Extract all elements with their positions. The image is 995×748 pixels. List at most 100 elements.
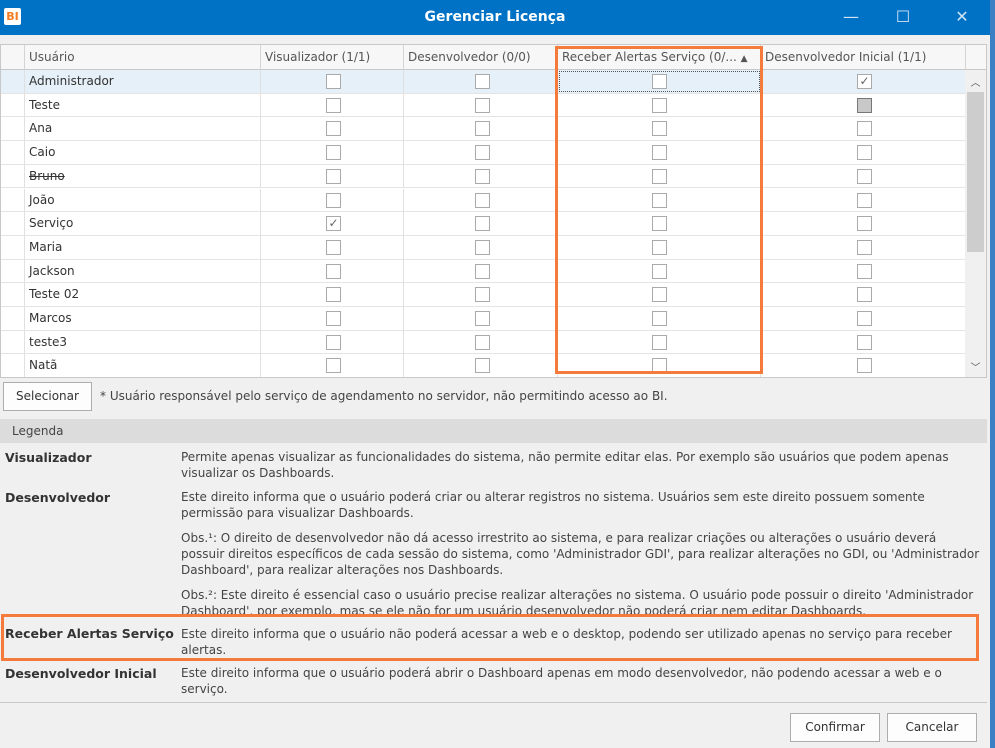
legend-note: Obs.¹: O direito de desenvolvedor não dá…: [181, 531, 980, 577]
row-indicator[interactable]: [1, 141, 25, 164]
row-indicator[interactable]: [1, 259, 25, 283]
scroll-down-icon[interactable]: ﹀: [970, 363, 981, 374]
cell: [261, 70, 404, 93]
alertas-checkbox[interactable]: [652, 216, 667, 232]
visualizador-checkbox[interactable]: [326, 97, 341, 113]
alertas-checkbox[interactable]: [652, 263, 667, 279]
visualizador-checkbox[interactable]: [326, 358, 341, 374]
highlight-column-box: [555, 46, 763, 374]
table-row[interactable]: Bruno: [1, 164, 966, 189]
desenvolvedor-checkbox[interactable]: [475, 97, 490, 113]
visualizador-checkbox[interactable]: [326, 311, 341, 326]
inicial-checkbox[interactable]: [857, 216, 872, 232]
table-row[interactable]: Serviço ✓: [1, 212, 966, 236]
inicial-checkbox[interactable]: [857, 334, 872, 350]
alertas-checkbox[interactable]: [652, 239, 667, 255]
legend-desc: Este direito informa que o usuário não p…: [181, 627, 952, 657]
column-header-usuario[interactable]: Usuário: [25, 45, 261, 70]
alertas-checkbox[interactable]: [652, 334, 667, 350]
inicial-checkbox[interactable]: [857, 239, 872, 255]
table-row[interactable]: teste3: [1, 330, 966, 355]
inicial-checkbox[interactable]: [857, 145, 872, 161]
inicial-checkbox[interactable]: [857, 121, 872, 137]
close-icon[interactable]: ✕: [955, 7, 969, 26]
desenvolvedor-checkbox[interactable]: [475, 192, 490, 208]
alertas-checkbox[interactable]: [652, 145, 667, 161]
table-row[interactable]: Administrador ✓: [1, 70, 966, 94]
table-row[interactable]: João: [1, 188, 966, 213]
row-indicator[interactable]: [1, 354, 25, 377]
table-row[interactable]: Teste 02: [1, 283, 966, 307]
inicial-checkbox[interactable]: [857, 97, 872, 113]
table-row[interactable]: Natã: [1, 354, 966, 377]
row-indicator[interactable]: [1, 70, 25, 93]
cancel-button[interactable]: Cancelar: [887, 713, 977, 742]
visualizador-checkbox[interactable]: [326, 168, 341, 184]
desenvolvedor-checkbox[interactable]: [475, 358, 490, 374]
desenvolvedor-checkbox[interactable]: [475, 311, 490, 326]
confirm-button[interactable]: Confirmar: [790, 713, 880, 742]
table-row[interactable]: Caio: [1, 141, 966, 165]
legend-desc: Permite apenas visualizar as funcionalid…: [181, 450, 949, 480]
row-indicator[interactable]: [1, 188, 25, 212]
desenvolvedor-checkbox[interactable]: [475, 334, 490, 350]
table-row[interactable]: Ana: [1, 117, 966, 142]
alertas-checkbox[interactable]: [652, 311, 667, 326]
inicial-checkbox[interactable]: [857, 358, 872, 374]
visualizador-checkbox[interactable]: [326, 239, 341, 255]
desenvolvedor-checkbox[interactable]: [475, 121, 490, 137]
row-indicator[interactable]: [1, 93, 25, 117]
row-indicator[interactable]: [1, 307, 25, 330]
maximize-icon[interactable]: ☐: [895, 7, 911, 26]
desenvolvedor-checkbox[interactable]: [475, 168, 490, 184]
visualizador-checkbox[interactable]: [326, 192, 341, 208]
column-header-desenvolvedor[interactable]: Desenvolvedor (0/0): [404, 45, 558, 70]
window-title: Gerenciar Licença: [424, 9, 566, 25]
desenvolvedor-checkbox[interactable]: [475, 263, 490, 279]
table-row[interactable]: Marcos: [1, 307, 966, 331]
desenvolvedor-checkbox[interactable]: [475, 239, 490, 255]
column-header-desenvolvedor-inicial[interactable]: Desenvolvedor Inicial (1/1): [761, 45, 966, 70]
column-header-visualizador[interactable]: Visualizador (1/1): [261, 45, 404, 70]
scroll-up-icon[interactable]: ︿: [970, 78, 981, 89]
inicial-checkbox[interactable]: ✓: [857, 74, 872, 89]
desenvolvedor-checkbox[interactable]: [475, 287, 490, 303]
row-indicator[interactable]: [1, 283, 25, 306]
row-indicator[interactable]: [1, 164, 25, 188]
row-indicator[interactable]: [1, 235, 25, 259]
table-row[interactable]: Teste: [1, 93, 966, 118]
select-button[interactable]: Selecionar: [3, 382, 92, 411]
visualizador-checkbox[interactable]: [326, 145, 341, 161]
inicial-checkbox[interactable]: [857, 192, 872, 208]
alertas-checkbox[interactable]: [652, 168, 667, 184]
desenvolvedor-checkbox[interactable]: [475, 216, 490, 232]
visualizador-checkbox[interactable]: [326, 287, 341, 303]
desenvolvedor-checkbox[interactable]: [475, 145, 490, 161]
minimize-icon[interactable]: —: [843, 7, 859, 26]
table-row[interactable]: Jackson: [1, 259, 966, 284]
column-header-receber-alertas[interactable]: Receber Alertas Serviço (0/... ▲: [558, 45, 761, 70]
alertas-checkbox[interactable]: [652, 97, 667, 113]
inicial-checkbox[interactable]: [857, 287, 872, 303]
scrollbar-thumb[interactable]: [967, 92, 984, 252]
row-indicator[interactable]: [1, 117, 25, 141]
cell: [261, 141, 404, 164]
table-row[interactable]: Maria: [1, 235, 966, 260]
visualizador-checkbox[interactable]: [326, 121, 341, 137]
alertas-checkbox[interactable]: [652, 287, 667, 303]
alertas-checkbox[interactable]: [652, 74, 667, 89]
row-indicator[interactable]: [1, 330, 25, 354]
inicial-checkbox[interactable]: [857, 263, 872, 279]
desenvolvedor-checkbox[interactable]: [475, 74, 490, 89]
visualizador-checkbox[interactable]: [326, 334, 341, 350]
visualizador-checkbox[interactable]: [326, 263, 341, 279]
column-header-label: Receber Alertas Serviço (0/...: [562, 50, 737, 64]
alertas-checkbox[interactable]: [652, 192, 667, 208]
alertas-checkbox[interactable]: [652, 121, 667, 137]
visualizador-checkbox[interactable]: ✓: [326, 216, 341, 232]
row-indicator[interactable]: [1, 212, 25, 235]
visualizador-checkbox[interactable]: [326, 74, 341, 89]
inicial-checkbox[interactable]: [857, 168, 872, 184]
inicial-checkbox[interactable]: [857, 311, 872, 326]
vertical-scrollbar[interactable]: ︿ ﹀: [965, 70, 986, 377]
